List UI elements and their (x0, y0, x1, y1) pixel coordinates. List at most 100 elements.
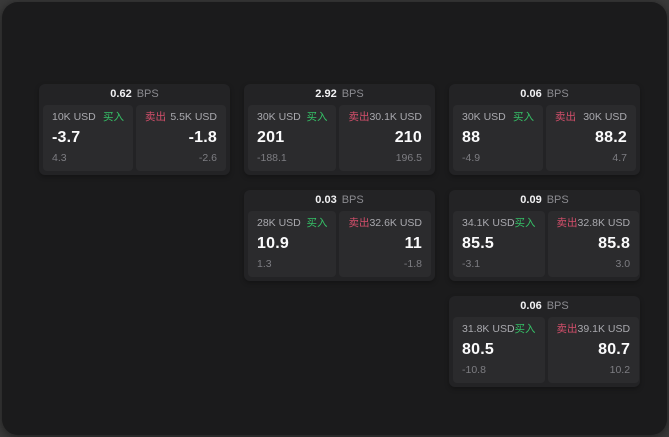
card-header: 2.92 BPS (248, 84, 431, 105)
sell-panel[interactable]: 卖出 30K USD 88.2 4.7 (546, 105, 636, 171)
sell-notional: 39.1K USD (577, 323, 631, 335)
sell-price: -1.8 (188, 129, 217, 146)
buy-panel-top: 34.1K USD 买入 (462, 217, 536, 230)
sell-panel[interactable]: 卖出 32.8K USD 85.8 3.0 (547, 211, 640, 277)
bps-unit-label: BPS (546, 300, 569, 312)
buy-panel[interactable]: 31.8K USD 买入 80.5 -10.8 (453, 317, 545, 383)
bps-unit-label: BPS (546, 88, 569, 100)
sell-tag: 卖出 (556, 217, 578, 229)
buy-price: 85.5 (462, 235, 494, 252)
buy-panel[interactable]: 30K USD 买入 201 -188.1 (248, 105, 337, 171)
quote-card: 0.09 BPS 34.1K USD 买入 85.5 -3.1 卖出 32.8K… (449, 190, 640, 281)
sell-delta: -2.6 (198, 152, 217, 164)
buy-panel[interactable]: 10K USD 买入 -3.7 4.3 (43, 105, 133, 171)
buy-price: 10.9 (257, 235, 289, 252)
buy-panel[interactable]: 30K USD 买入 88 -4.9 (453, 105, 543, 171)
buy-tag: 买入 (514, 323, 536, 335)
buy-notional: 10K USD (52, 111, 96, 123)
buy-price: 201 (257, 129, 285, 146)
sell-price: 80.7 (598, 341, 631, 358)
sell-delta: -1.8 (403, 258, 422, 270)
card-header: 0.06 BPS (453, 84, 636, 105)
quote-panels: 10K USD 买入 -3.7 4.3 卖出 5.5K USD -1.8 -2.… (43, 105, 226, 171)
quote-panels: 34.1K USD 买入 85.5 -3.1 卖出 32.8K USD 85.8… (453, 211, 640, 277)
sell-delta: 10.2 (609, 364, 631, 376)
sell-tag: 卖出 (555, 111, 576, 123)
quote-panels: 28K USD 买入 10.9 1.3 卖出 32.6K USD 11 -1.8 (248, 211, 431, 277)
sell-tag: 卖出 (556, 323, 578, 335)
buy-notional: 30K USD (462, 111, 506, 123)
sell-panel[interactable]: 卖出 5.5K USD -1.8 -2.6 (136, 105, 226, 171)
card-header: 0.03 BPS (248, 190, 431, 211)
buy-notional: 30K USD (257, 111, 301, 123)
quote-panels: 31.8K USD 买入 80.5 -10.8 卖出 39.1K USD 80.… (453, 317, 640, 383)
buy-delta: 1.3 (257, 258, 272, 270)
bps-value: 0.03 (315, 194, 337, 206)
buy-panel-top: 10K USD 买入 (52, 111, 124, 124)
buy-panel[interactable]: 28K USD 买入 10.9 1.3 (248, 211, 337, 277)
bps-unit-label: BPS (341, 88, 364, 100)
quote-card: 2.92 BPS 30K USD 买入 201 -188.1 卖出 30.1K … (244, 84, 435, 175)
sell-tag: 卖出 (145, 111, 166, 123)
quote-card: 0.62 BPS 10K USD 买入 -3.7 4.3 卖出 5.5K USD… (39, 84, 230, 175)
sell-delta: 196.5 (395, 152, 422, 164)
bps-unit-label: BPS (136, 88, 159, 100)
sell-notional: 32.6K USD (369, 217, 422, 229)
sell-panel-top: 卖出 39.1K USD (557, 323, 631, 336)
sell-price: 210 (394, 129, 422, 146)
quote-panels: 30K USD 买入 88 -4.9 卖出 30K USD 88.2 4.7 (453, 105, 636, 171)
buy-delta: -3.1 (462, 258, 481, 270)
sell-panel[interactable]: 卖出 39.1K USD 80.7 10.2 (547, 317, 640, 383)
buy-tag: 买入 (513, 111, 534, 123)
buy-panel[interactable]: 34.1K USD 买入 85.5 -3.1 (453, 211, 545, 277)
buy-delta: -10.8 (462, 364, 486, 376)
sell-price: 88.2 (595, 129, 627, 146)
sell-tag: 卖出 (348, 217, 370, 229)
bps-unit-label: BPS (341, 194, 364, 206)
bps-value: 0.06 (520, 300, 542, 312)
buy-tag: 买入 (306, 217, 328, 229)
buy-tag: 买入 (306, 111, 328, 123)
sell-panel[interactable]: 卖出 30.1K USD 210 196.5 (339, 105, 431, 171)
sell-panel-top: 卖出 5.5K USD (145, 111, 217, 124)
buy-notional: 28K USD (257, 217, 301, 229)
sell-panel-top: 卖出 30K USD (555, 111, 627, 124)
sell-notional: 30.1K USD (369, 111, 422, 123)
bps-unit-label: BPS (546, 194, 569, 206)
quote-card: 0.06 BPS 30K USD 买入 88 -4.9 卖出 30K USD 8… (449, 84, 640, 175)
sell-panel-top: 卖出 30.1K USD (348, 111, 422, 124)
card-header: 0.06 BPS (453, 296, 636, 317)
buy-panel-top: 30K USD 买入 (257, 111, 327, 124)
buy-tag: 买入 (514, 217, 536, 229)
quote-panels: 30K USD 买入 201 -188.1 卖出 30.1K USD 210 1… (248, 105, 431, 171)
card-header: 0.62 BPS (43, 84, 226, 105)
sell-delta: 4.7 (612, 152, 627, 164)
sell-delta: 3.0 (615, 258, 631, 270)
bps-value: 2.92 (315, 88, 337, 100)
buy-notional: 31.8K USD (462, 323, 515, 335)
sell-panel-top: 卖出 32.8K USD (557, 217, 631, 230)
sell-notional: 30K USD (583, 111, 627, 123)
card-header: 0.09 BPS (453, 190, 636, 211)
sell-panel[interactable]: 卖出 32.6K USD 11 -1.8 (339, 211, 431, 277)
buy-price: -3.7 (52, 129, 81, 146)
quote-card: 0.03 BPS 28K USD 买入 10.9 1.3 卖出 32.6K US… (244, 190, 435, 281)
sell-notional: 5.5K USD (170, 111, 217, 123)
buy-delta: -4.9 (462, 152, 481, 164)
sell-price: 85.8 (598, 235, 631, 252)
buy-panel-top: 28K USD 买入 (257, 217, 327, 230)
quotes-grid: 0.62 BPS 10K USD 买入 -3.7 4.3 卖出 5.5K USD… (39, 84, 640, 387)
bps-value: 0.62 (110, 88, 132, 100)
bps-value: 0.06 (520, 88, 542, 100)
buy-price: 88 (462, 129, 481, 146)
buy-panel-top: 31.8K USD 买入 (462, 323, 536, 336)
buy-tag: 买入 (103, 111, 124, 123)
buy-notional: 34.1K USD (462, 217, 515, 229)
quote-card: 0.06 BPS 31.8K USD 买入 80.5 -10.8 卖出 39.1… (449, 296, 640, 387)
buy-delta: 4.3 (52, 152, 67, 164)
sell-tag: 卖出 (348, 111, 370, 123)
bps-value: 0.09 (520, 194, 542, 206)
buy-panel-top: 30K USD 买入 (462, 111, 534, 124)
buy-delta: -188.1 (257, 152, 287, 164)
